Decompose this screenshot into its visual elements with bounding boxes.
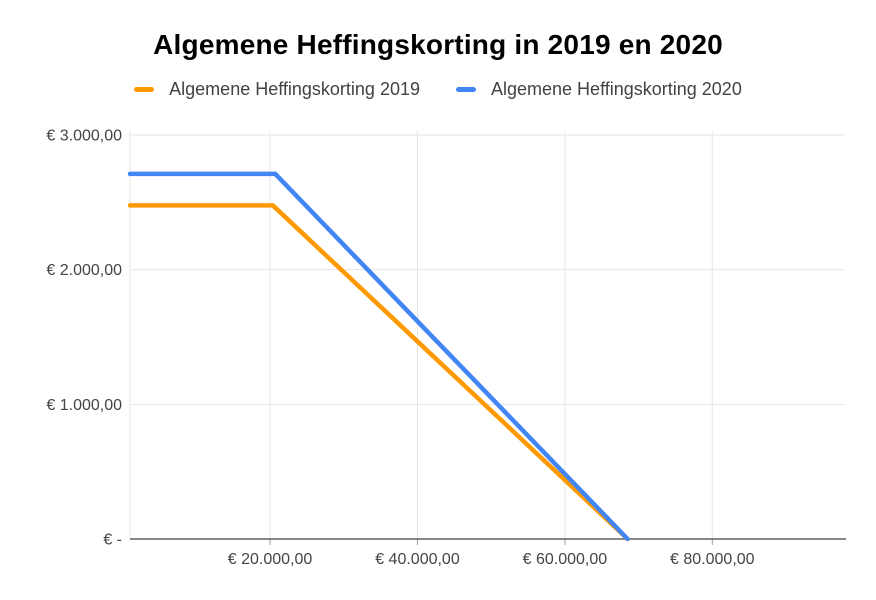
x-tick-label: € 40.000,00 [375, 551, 460, 568]
legend-swatch-2020 [456, 87, 476, 92]
chart-legend: Algemene Heffingskorting 2019 Algemene He… [0, 79, 876, 100]
y-tick-label: € 1.000,00 [46, 397, 122, 414]
legend-item-2020: Algemene Heffingskorting 2020 [456, 79, 742, 100]
x-tick-label: € 80.000,00 [670, 551, 755, 568]
legend-swatch-2019 [134, 87, 155, 92]
x-tick-label: € 20.000,00 [228, 551, 313, 568]
series-line-2019 [127, 203, 630, 542]
series-line-2020 [127, 171, 630, 542]
chart-title: Algemene Heffingskorting in 2019 en 2020 [153, 29, 723, 60]
y-tick-label: € - [103, 532, 122, 549]
x-tick-label: € 60.000,00 [523, 551, 608, 568]
legend-item-2019: Algemene Heffingskorting 2019 [134, 79, 420, 100]
legend-item-label: Algemene Heffingskorting 2020 [491, 79, 742, 99]
legend-item-label: Algemene Heffingskorting 2019 [169, 79, 420, 99]
y-tick-label: € 2.000,00 [46, 262, 122, 279]
y-tick-label: € 3.000,00 [46, 128, 122, 145]
